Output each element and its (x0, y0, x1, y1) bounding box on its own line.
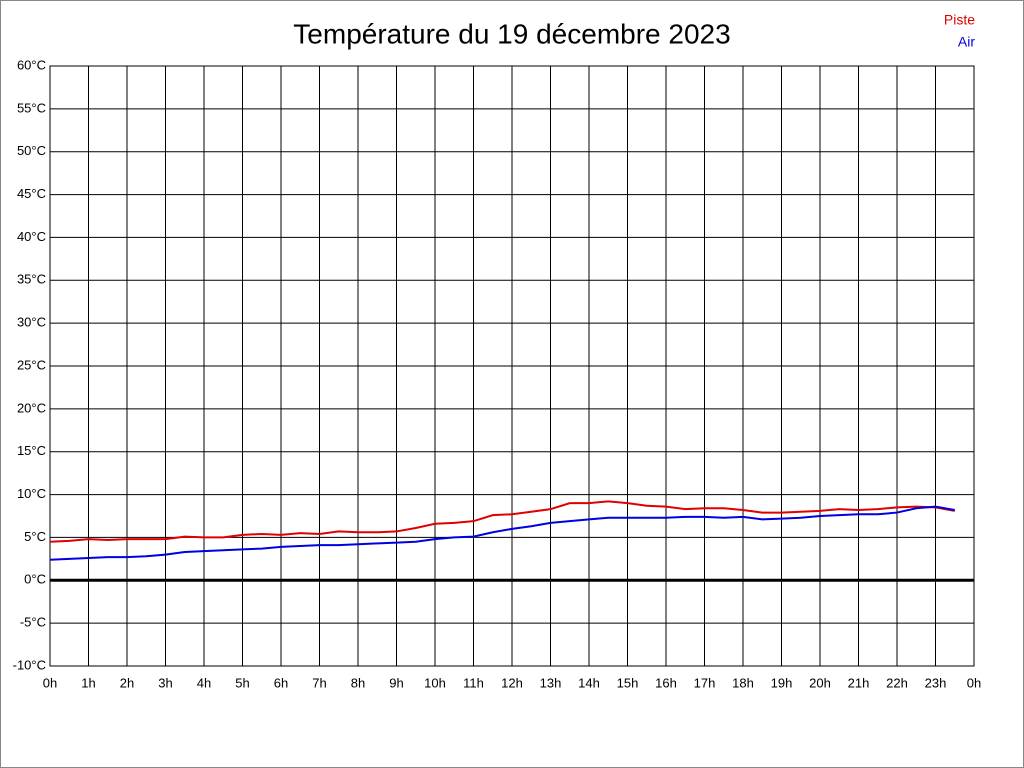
x-tick-label: 0h (967, 675, 981, 690)
x-tick-label: 7h (312, 675, 326, 690)
y-tick-label: 30°C (17, 315, 46, 330)
x-tick-label: 21h (848, 675, 870, 690)
x-tick-label: 12h (501, 675, 523, 690)
y-tick-label: 40°C (17, 229, 46, 244)
x-tick-label: 6h (274, 675, 288, 690)
series-line (49, 500, 955, 543)
x-tick-label: 5h (235, 675, 249, 690)
x-tick-label: 8h (351, 675, 365, 690)
x-tick-label: 11h (463, 675, 484, 690)
x-tick-label: 10h (424, 675, 446, 690)
x-tick-label: 16h (655, 675, 677, 690)
y-tick-label: -5°C (20, 615, 46, 630)
y-tick-label: 35°C (17, 272, 46, 287)
y-tick-label: -10°C (13, 657, 46, 672)
y-tick-label: 25°C (17, 357, 46, 372)
y-tick-label: 0°C (24, 572, 46, 587)
legend-label: Air (958, 34, 975, 50)
y-tick-label: 60°C (17, 57, 46, 72)
x-tick-label: 4h (197, 675, 211, 690)
x-tick-label: 20h (809, 675, 831, 690)
chart-title: Température du 19 décembre 2023 (293, 18, 730, 49)
y-tick-label: 15°C (17, 443, 46, 458)
x-tick-label: 15h (617, 675, 639, 690)
x-tick-label: 9h (389, 675, 403, 690)
x-tick-label: 3h (158, 675, 172, 690)
x-tick-label: 17h (694, 675, 716, 690)
y-tick-label: 55°C (17, 100, 46, 115)
x-tick-label: 0h (43, 675, 57, 690)
x-tick-label: 1h (81, 675, 95, 690)
y-tick-label: 5°C (24, 529, 46, 544)
y-tick-label: 50°C (17, 143, 46, 158)
x-tick-label: 14h (578, 675, 600, 690)
x-tick-label: 23h (925, 675, 947, 690)
x-tick-label: 22h (886, 675, 908, 690)
x-tick-label: 19h (771, 675, 793, 690)
x-tick-label: 13h (540, 675, 562, 690)
y-tick-label: 20°C (17, 400, 46, 415)
y-tick-label: 45°C (17, 186, 46, 201)
series-line (49, 505, 955, 561)
x-tick-label: 18h (732, 675, 754, 690)
legend-label: Piste (944, 12, 975, 28)
x-tick-label: 2h (120, 675, 134, 690)
y-tick-label: 10°C (17, 486, 46, 501)
